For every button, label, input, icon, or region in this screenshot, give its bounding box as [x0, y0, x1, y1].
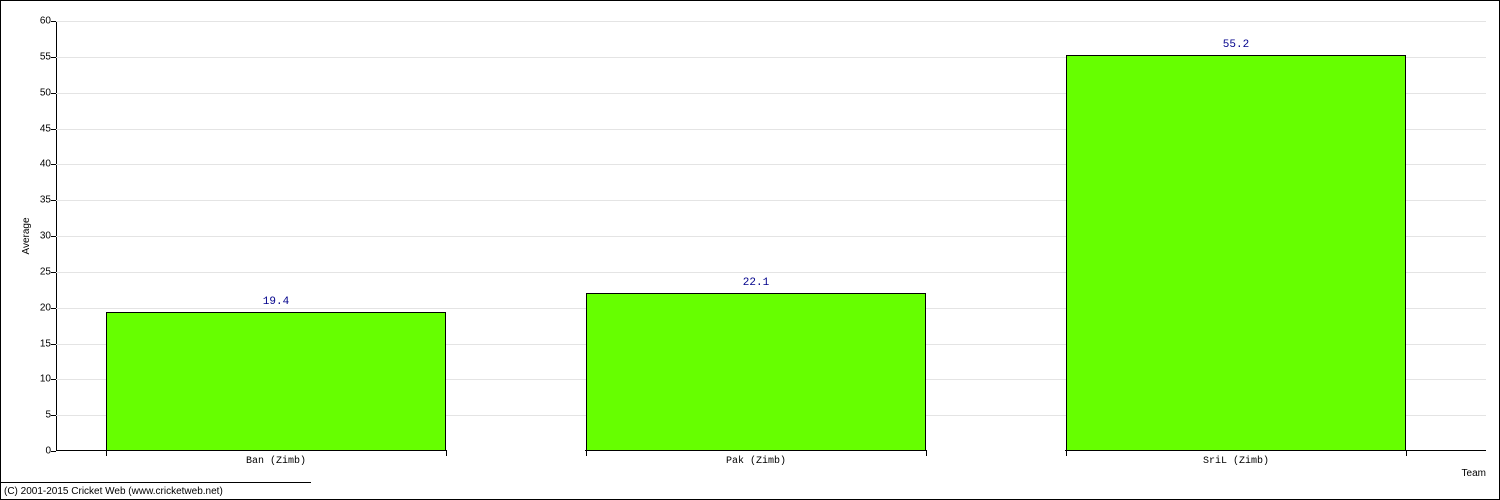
x-tick-label: Pak (Zimb)	[726, 456, 786, 467]
y-axis-title: Average	[21, 217, 32, 254]
y-tick-mark	[51, 236, 56, 237]
y-tick-label: 40	[21, 159, 51, 170]
y-tick-mark	[51, 272, 56, 273]
y-tick-mark	[51, 200, 56, 201]
bar	[586, 293, 926, 451]
gridline	[56, 21, 1486, 22]
y-tick-label: 5	[21, 410, 51, 421]
y-tick-label: 25	[21, 266, 51, 277]
x-tick-mark	[1066, 451, 1067, 456]
y-tick-mark	[51, 308, 56, 309]
y-tick-label: 20	[21, 302, 51, 313]
bar	[1066, 55, 1406, 451]
x-tick-label: Ban (Zimb)	[246, 456, 306, 467]
y-tick-mark	[51, 164, 56, 165]
y-tick-label: 60	[21, 16, 51, 27]
bar-value-label: 19.4	[263, 296, 289, 308]
chart-container: 051015202530354045505560 Average Team 19…	[0, 0, 1500, 500]
x-axis-title: Team	[1462, 468, 1486, 479]
bar-value-label: 22.1	[743, 277, 769, 289]
y-tick-mark	[51, 57, 56, 58]
y-tick-label: 35	[21, 195, 51, 206]
y-tick-mark	[51, 451, 56, 452]
y-tick-mark	[51, 93, 56, 94]
copyright-text: (C) 2001-2015 Cricket Web (www.cricketwe…	[4, 486, 223, 497]
y-tick-mark	[51, 415, 56, 416]
y-tick-label: 15	[21, 338, 51, 349]
baseline-gap	[447, 450, 585, 452]
y-tick-label: 55	[21, 51, 51, 62]
y-tick-label: 50	[21, 87, 51, 98]
bar	[106, 312, 446, 451]
copyright-separator	[1, 482, 311, 483]
y-tick-label: 10	[21, 374, 51, 385]
bar-value-label: 55.2	[1223, 39, 1249, 51]
y-tick-mark	[51, 379, 56, 380]
baseline-gap	[927, 450, 1065, 452]
y-tick-label: 45	[21, 123, 51, 134]
x-tick-label: SriL (Zimb)	[1203, 456, 1269, 467]
y-tick-mark	[51, 344, 56, 345]
y-tick-mark	[51, 21, 56, 22]
x-tick-mark	[1406, 451, 1407, 456]
x-tick-mark	[586, 451, 587, 456]
x-tick-mark	[106, 451, 107, 456]
y-tick-label: 0	[21, 446, 51, 457]
y-tick-mark	[51, 129, 56, 130]
plot-area: 051015202530354045505560 Average Team 19…	[56, 21, 1486, 451]
